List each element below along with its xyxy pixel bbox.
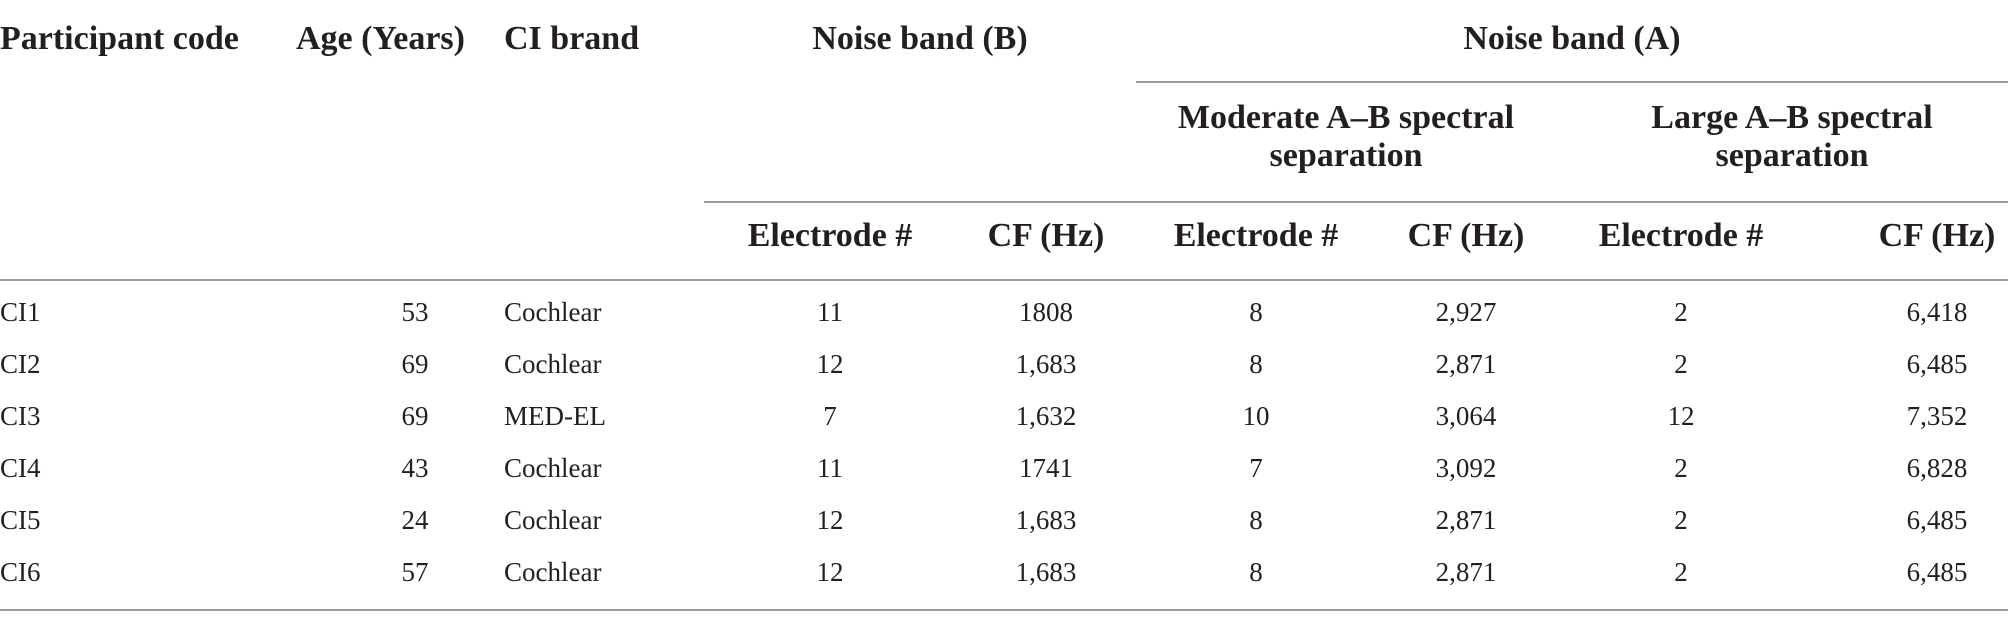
cell-mod-cf: 2,871 (1376, 546, 1556, 611)
table-row: CI6 57 Cochlear 12 1,683 8 2,871 2 6,485 (0, 546, 2008, 611)
cell-b-cf: 1,683 (956, 546, 1136, 611)
cell-mod-electrode: 7 (1249, 452, 1263, 483)
cell-age: 53 (401, 297, 429, 327)
cell-b-cf: 1,683 (1015, 504, 1077, 535)
header-noise-band-a: Noise band (A) (1136, 0, 2008, 83)
cell-code: CI6 (0, 546, 290, 611)
cell-age: 43 (401, 452, 429, 483)
cell-mod-electrode: 8 (1249, 504, 1263, 535)
cell-brand: Cochlear (504, 452, 602, 483)
cell-code: CI5 (0, 504, 41, 535)
table-row: CI3 69 MED-EL 7 1,632 10 3,064 12 7,352 (0, 390, 2008, 442)
header-large-separation: Large A–B spectral separation (1651, 99, 1933, 174)
cell-code: CI4 (0, 452, 41, 483)
cell-age: 24 (401, 504, 429, 535)
cell-large-electrode: 2 (1674, 297, 1688, 327)
cell-b-cf: 1808 (1019, 297, 1073, 327)
cell-large-cf: 6,828 (1906, 452, 1968, 483)
cell-b-cf: 1,632 (1015, 400, 1077, 431)
header-age: Age (Years) (290, 0, 490, 281)
cell-large-cf: 6,485 (1906, 348, 1968, 379)
cell-age: 69 (401, 400, 429, 431)
cell-large-electrode: 2 (1556, 546, 1806, 611)
table-row: CI4 43 Cochlear 11 1741 7 3,092 2 6,828 (0, 442, 2008, 494)
header-b-electrode: Electrode # (704, 201, 956, 281)
cell-b-electrode: 12 (704, 546, 956, 611)
cell-b-electrode: 11 (817, 452, 843, 483)
cell-b-electrode: 12 (816, 504, 844, 535)
cell-large-electrode: 2 (1674, 452, 1688, 483)
header-participant-code: Participant code (0, 0, 290, 281)
participant-table: Participant code Age (Years) CI brand No… (0, 0, 2008, 611)
cell-b-cf: 1,683 (1015, 348, 1077, 379)
cell-brand: MED-EL (504, 400, 606, 431)
cell-brand: Cochlear (490, 546, 704, 611)
header-large-cf: CF (Hz) (1806, 201, 2008, 281)
cell-code: CI3 (0, 400, 41, 431)
cell-mod-cf: 2,871 (1435, 348, 1497, 379)
cell-mod-electrode: 10 (1242, 400, 1270, 431)
cell-mod-cf: 3,092 (1435, 452, 1497, 483)
header-ci-brand: CI brand (490, 0, 704, 281)
header-mod-cf: CF (Hz) (1376, 201, 1556, 281)
cell-brand: Cochlear (504, 348, 602, 379)
header-mod-electrode: Electrode # (1136, 201, 1376, 281)
cell-b-electrode: 7 (823, 400, 837, 431)
cell-large-cf: 6,485 (1906, 504, 1968, 535)
table-row: CI5 24 Cochlear 12 1,683 8 2,871 2 6,485 (0, 494, 2008, 546)
cell-mod-cf: 2,927 (1435, 297, 1497, 327)
cell-large-cf: 6,418 (1906, 297, 1968, 327)
cell-b-cf: 1741 (1019, 452, 1073, 483)
header-b-cf: CF (Hz) (956, 201, 1136, 281)
cell-large-cf: 7,352 (1906, 400, 1968, 431)
header-moderate-separation: Moderate A–B spectral separation (1177, 99, 1515, 174)
cell-large-electrode: 2 (1674, 348, 1688, 379)
cell-code: CI1 (0, 297, 41, 327)
cell-large-electrode: 2 (1674, 504, 1688, 535)
cell-mod-electrode: 8 (1249, 297, 1263, 327)
cell-b-electrode: 11 (817, 297, 843, 327)
header-large-electrode: Electrode # (1556, 201, 1806, 281)
cell-age: 57 (290, 546, 490, 611)
cell-large-cf: 6,485 (1806, 546, 2008, 611)
table-row: CI2 69 Cochlear 12 1,683 8 2,871 2 6,485 (0, 338, 2008, 390)
cell-mod-electrode: 8 (1249, 348, 1263, 379)
cell-mod-cf: 2,871 (1435, 504, 1497, 535)
header-noise-band-b: Noise band (B) (812, 20, 1028, 57)
cell-b-electrode: 12 (816, 348, 844, 379)
table-row: CI1 53 Cochlear 11 1808 8 2,927 2 6,418 (0, 280, 2008, 338)
cell-code: CI2 (0, 348, 41, 379)
cell-brand: Cochlear (504, 504, 602, 535)
cell-large-electrode: 12 (1667, 400, 1695, 431)
cell-brand: Cochlear (504, 297, 602, 327)
table-body: CI1 53 Cochlear 11 1808 8 2,927 2 6,418 … (0, 280, 2008, 611)
cell-age: 69 (401, 348, 429, 379)
cell-mod-cf: 3,064 (1435, 400, 1497, 431)
cell-mod-electrode: 8 (1136, 546, 1376, 611)
